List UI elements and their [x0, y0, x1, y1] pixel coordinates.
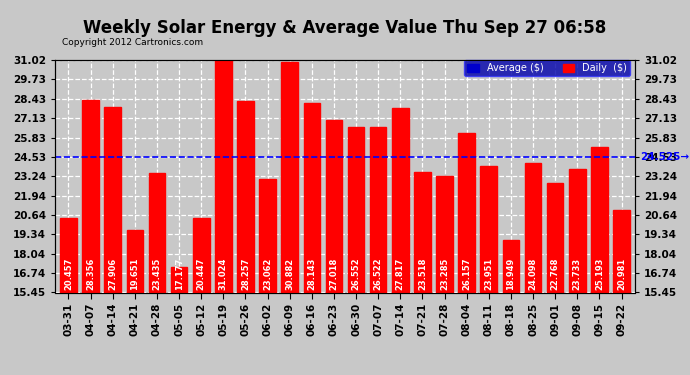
- Text: 23.285: 23.285: [440, 258, 449, 290]
- Text: 28.143: 28.143: [307, 258, 316, 290]
- Text: 18.949: 18.949: [506, 258, 515, 290]
- Bar: [82, 100, 99, 292]
- Text: 23.518: 23.518: [418, 258, 427, 290]
- Text: 26.522: 26.522: [374, 258, 383, 290]
- Text: 28.257: 28.257: [241, 258, 250, 290]
- Bar: [60, 218, 77, 292]
- Text: 22.768: 22.768: [551, 258, 560, 290]
- Text: Copyright 2012 Cartronics.com: Copyright 2012 Cartronics.com: [62, 38, 204, 47]
- Bar: [524, 164, 542, 292]
- Bar: [370, 127, 386, 292]
- Text: 25.193: 25.193: [595, 258, 604, 290]
- Bar: [591, 147, 608, 292]
- Bar: [259, 179, 276, 292]
- Text: 26.157: 26.157: [462, 258, 471, 290]
- Text: 20.981: 20.981: [617, 258, 626, 290]
- Text: 31.024: 31.024: [219, 258, 228, 290]
- Text: 17.177: 17.177: [175, 258, 184, 290]
- Bar: [193, 218, 210, 292]
- Bar: [392, 108, 408, 292]
- Bar: [502, 240, 519, 292]
- Text: 27.906: 27.906: [108, 258, 117, 290]
- Bar: [126, 230, 143, 292]
- Bar: [613, 210, 630, 292]
- Bar: [304, 103, 320, 292]
- Bar: [569, 169, 586, 292]
- Bar: [282, 62, 298, 292]
- Bar: [348, 127, 364, 292]
- Text: 23.062: 23.062: [263, 258, 272, 290]
- Bar: [171, 267, 188, 292]
- Bar: [547, 183, 564, 292]
- Text: 23.733: 23.733: [573, 258, 582, 290]
- Text: 30.882: 30.882: [285, 258, 294, 290]
- Text: 26.552: 26.552: [352, 258, 361, 290]
- Text: Weekly Solar Energy & Average Value Thu Sep 27 06:58: Weekly Solar Energy & Average Value Thu …: [83, 19, 607, 37]
- Text: 19.651: 19.651: [130, 258, 139, 290]
- Text: 27.018: 27.018: [329, 258, 338, 290]
- Legend: Average ($), Daily  ($): Average ($), Daily ($): [464, 60, 630, 76]
- Text: 23.951: 23.951: [484, 258, 493, 290]
- Bar: [414, 172, 431, 292]
- Bar: [215, 60, 232, 292]
- Text: 20.447: 20.447: [197, 258, 206, 290]
- Text: 20.457: 20.457: [64, 258, 73, 290]
- Text: 24.525→: 24.525→: [640, 152, 690, 162]
- Bar: [104, 106, 121, 292]
- Bar: [480, 165, 497, 292]
- Bar: [237, 101, 254, 292]
- Bar: [326, 120, 342, 292]
- Text: 24.098: 24.098: [529, 258, 538, 290]
- Bar: [148, 173, 166, 292]
- Bar: [458, 133, 475, 292]
- Text: 28.356: 28.356: [86, 258, 95, 290]
- Text: 23.435: 23.435: [152, 258, 161, 290]
- Text: 27.817: 27.817: [396, 258, 405, 290]
- Bar: [436, 176, 453, 292]
